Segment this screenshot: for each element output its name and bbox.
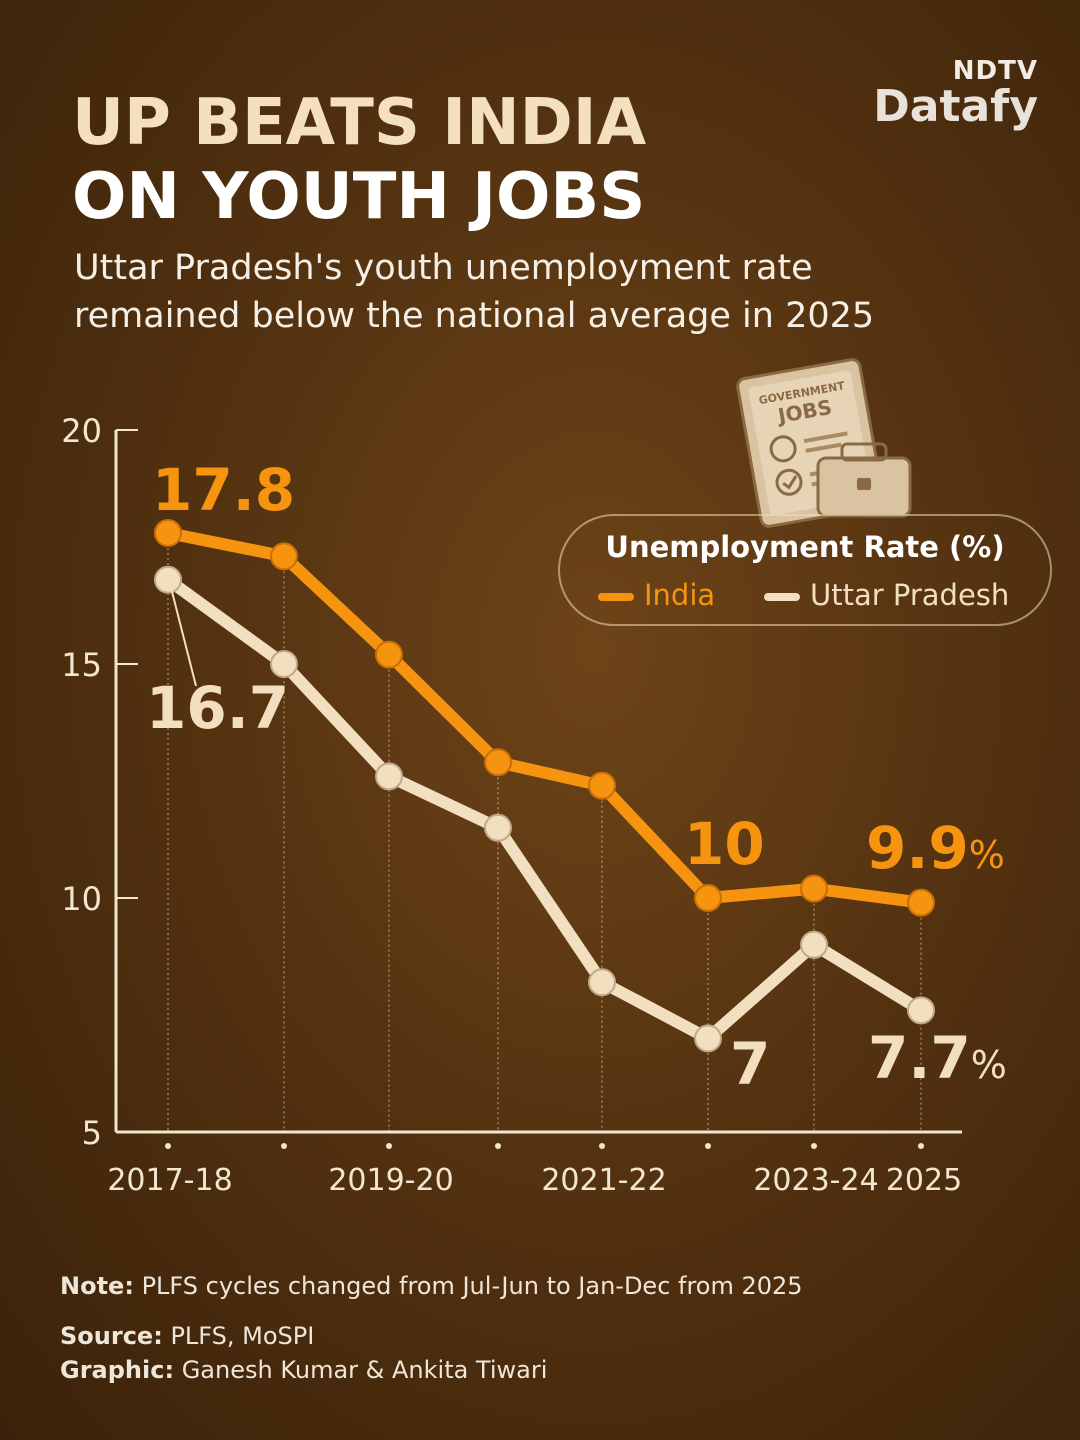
legend-label-india: India (644, 578, 716, 612)
uttar-pradesh-data-label: 7.7% (868, 1024, 1007, 1092)
uttar-pradesh-data-label: 7 (730, 1030, 770, 1098)
uttar-pradesh-series-line (162, 573, 927, 1045)
logo-top-text: NDTV (952, 56, 1038, 86)
title-line-1: UP BEATS INDIA (72, 86, 647, 160)
y-tick-label: 15 (61, 646, 102, 684)
uttar-pradesh-point (154, 565, 182, 594)
x-tick-label: 2019-20 (328, 1163, 453, 1198)
india-data-label: 10 (684, 810, 765, 878)
x-tick-label: 2023-24 (753, 1163, 878, 1198)
logo-main-text: Datafy (873, 81, 1038, 132)
x-tick-dot (705, 1143, 711, 1149)
legend: Unemployment Rate (%) India Uttar Prades… (558, 514, 1052, 626)
source-label: Source: (60, 1322, 163, 1350)
uttar-pradesh-point (694, 1024, 722, 1053)
india-point (800, 874, 828, 903)
uttar-pradesh-point (588, 968, 616, 997)
legend-label-uttar-pradesh: Uttar Pradesh (810, 578, 1010, 612)
y-tick-label: 20 (61, 412, 102, 450)
x-tick-label: 2017-18 (107, 1163, 232, 1198)
x-tick-dot (918, 1143, 924, 1149)
footer-graphic: Graphic: Ganesh Kumar & Ankita Tiwari (60, 1356, 547, 1384)
graphic-text: Ganesh Kumar & Ankita Tiwari (181, 1356, 548, 1384)
uttar-pradesh-point (800, 930, 828, 959)
y-tick-label: 10 (61, 880, 102, 918)
x-tick-dot (495, 1143, 501, 1149)
footer-source: Source: PLFS, MoSPI (60, 1322, 314, 1350)
uttar-pradesh-point (484, 813, 512, 842)
footer-note: Note: PLFS cycles changed from Jul-Jun t… (60, 1272, 803, 1300)
india-point (484, 748, 512, 777)
india-point (270, 542, 298, 571)
graphic-label: Graphic: (60, 1356, 175, 1384)
percent-suffix: % (971, 1043, 1007, 1087)
x-tick-dot (811, 1143, 817, 1149)
india-point (375, 640, 403, 669)
india-point (588, 771, 616, 800)
source-text: PLFS, MoSPI (170, 1322, 315, 1350)
x-tick-dot (599, 1143, 605, 1149)
x-tick-dot (386, 1143, 392, 1149)
government-jobs-icon: GOVERNMENT JOBS (736, 358, 912, 528)
percent-suffix: % (969, 833, 1005, 877)
legend-swatch-uttar-pradesh (764, 593, 800, 601)
legend-swatch-india (598, 593, 634, 601)
ndtv-datafy-logo: NDTV Datafy (873, 58, 1038, 130)
india-data-label: 9.9% (866, 814, 1005, 882)
uttar-pradesh-label-leader (169, 583, 197, 687)
x-tick-dot (281, 1143, 287, 1149)
uttar-pradesh-point (907, 996, 935, 1025)
legend-item-uttar-pradesh: Uttar Pradesh (764, 578, 1009, 612)
title-line-2: ON YOUTH JOBS (72, 160, 646, 234)
uttar-pradesh-point (375, 762, 403, 791)
x-tick-label: 2021-22 (541, 1163, 666, 1198)
india-point (907, 888, 935, 917)
subtitle: Uttar Pradesh's youth unemployment rate … (74, 248, 875, 336)
uttar-pradesh-point (270, 650, 298, 678)
india-series-line (162, 526, 927, 909)
y-tick-label: 5 (82, 1114, 102, 1152)
india-data-label: 17.8 (152, 456, 295, 524)
india-point (694, 884, 722, 912)
note-text: PLFS cycles changed from Jul-Jun to Jan-… (141, 1272, 803, 1300)
legend-item-india: India (598, 578, 715, 612)
india-point (154, 518, 182, 547)
uttar-pradesh-data-label: 16.7 (146, 674, 289, 742)
note-label: Note: (60, 1272, 134, 1300)
x-tick-label: 2025 (886, 1163, 962, 1198)
x-tick-dot (165, 1143, 171, 1149)
legend-title: Unemployment Rate (%) (605, 530, 1005, 564)
